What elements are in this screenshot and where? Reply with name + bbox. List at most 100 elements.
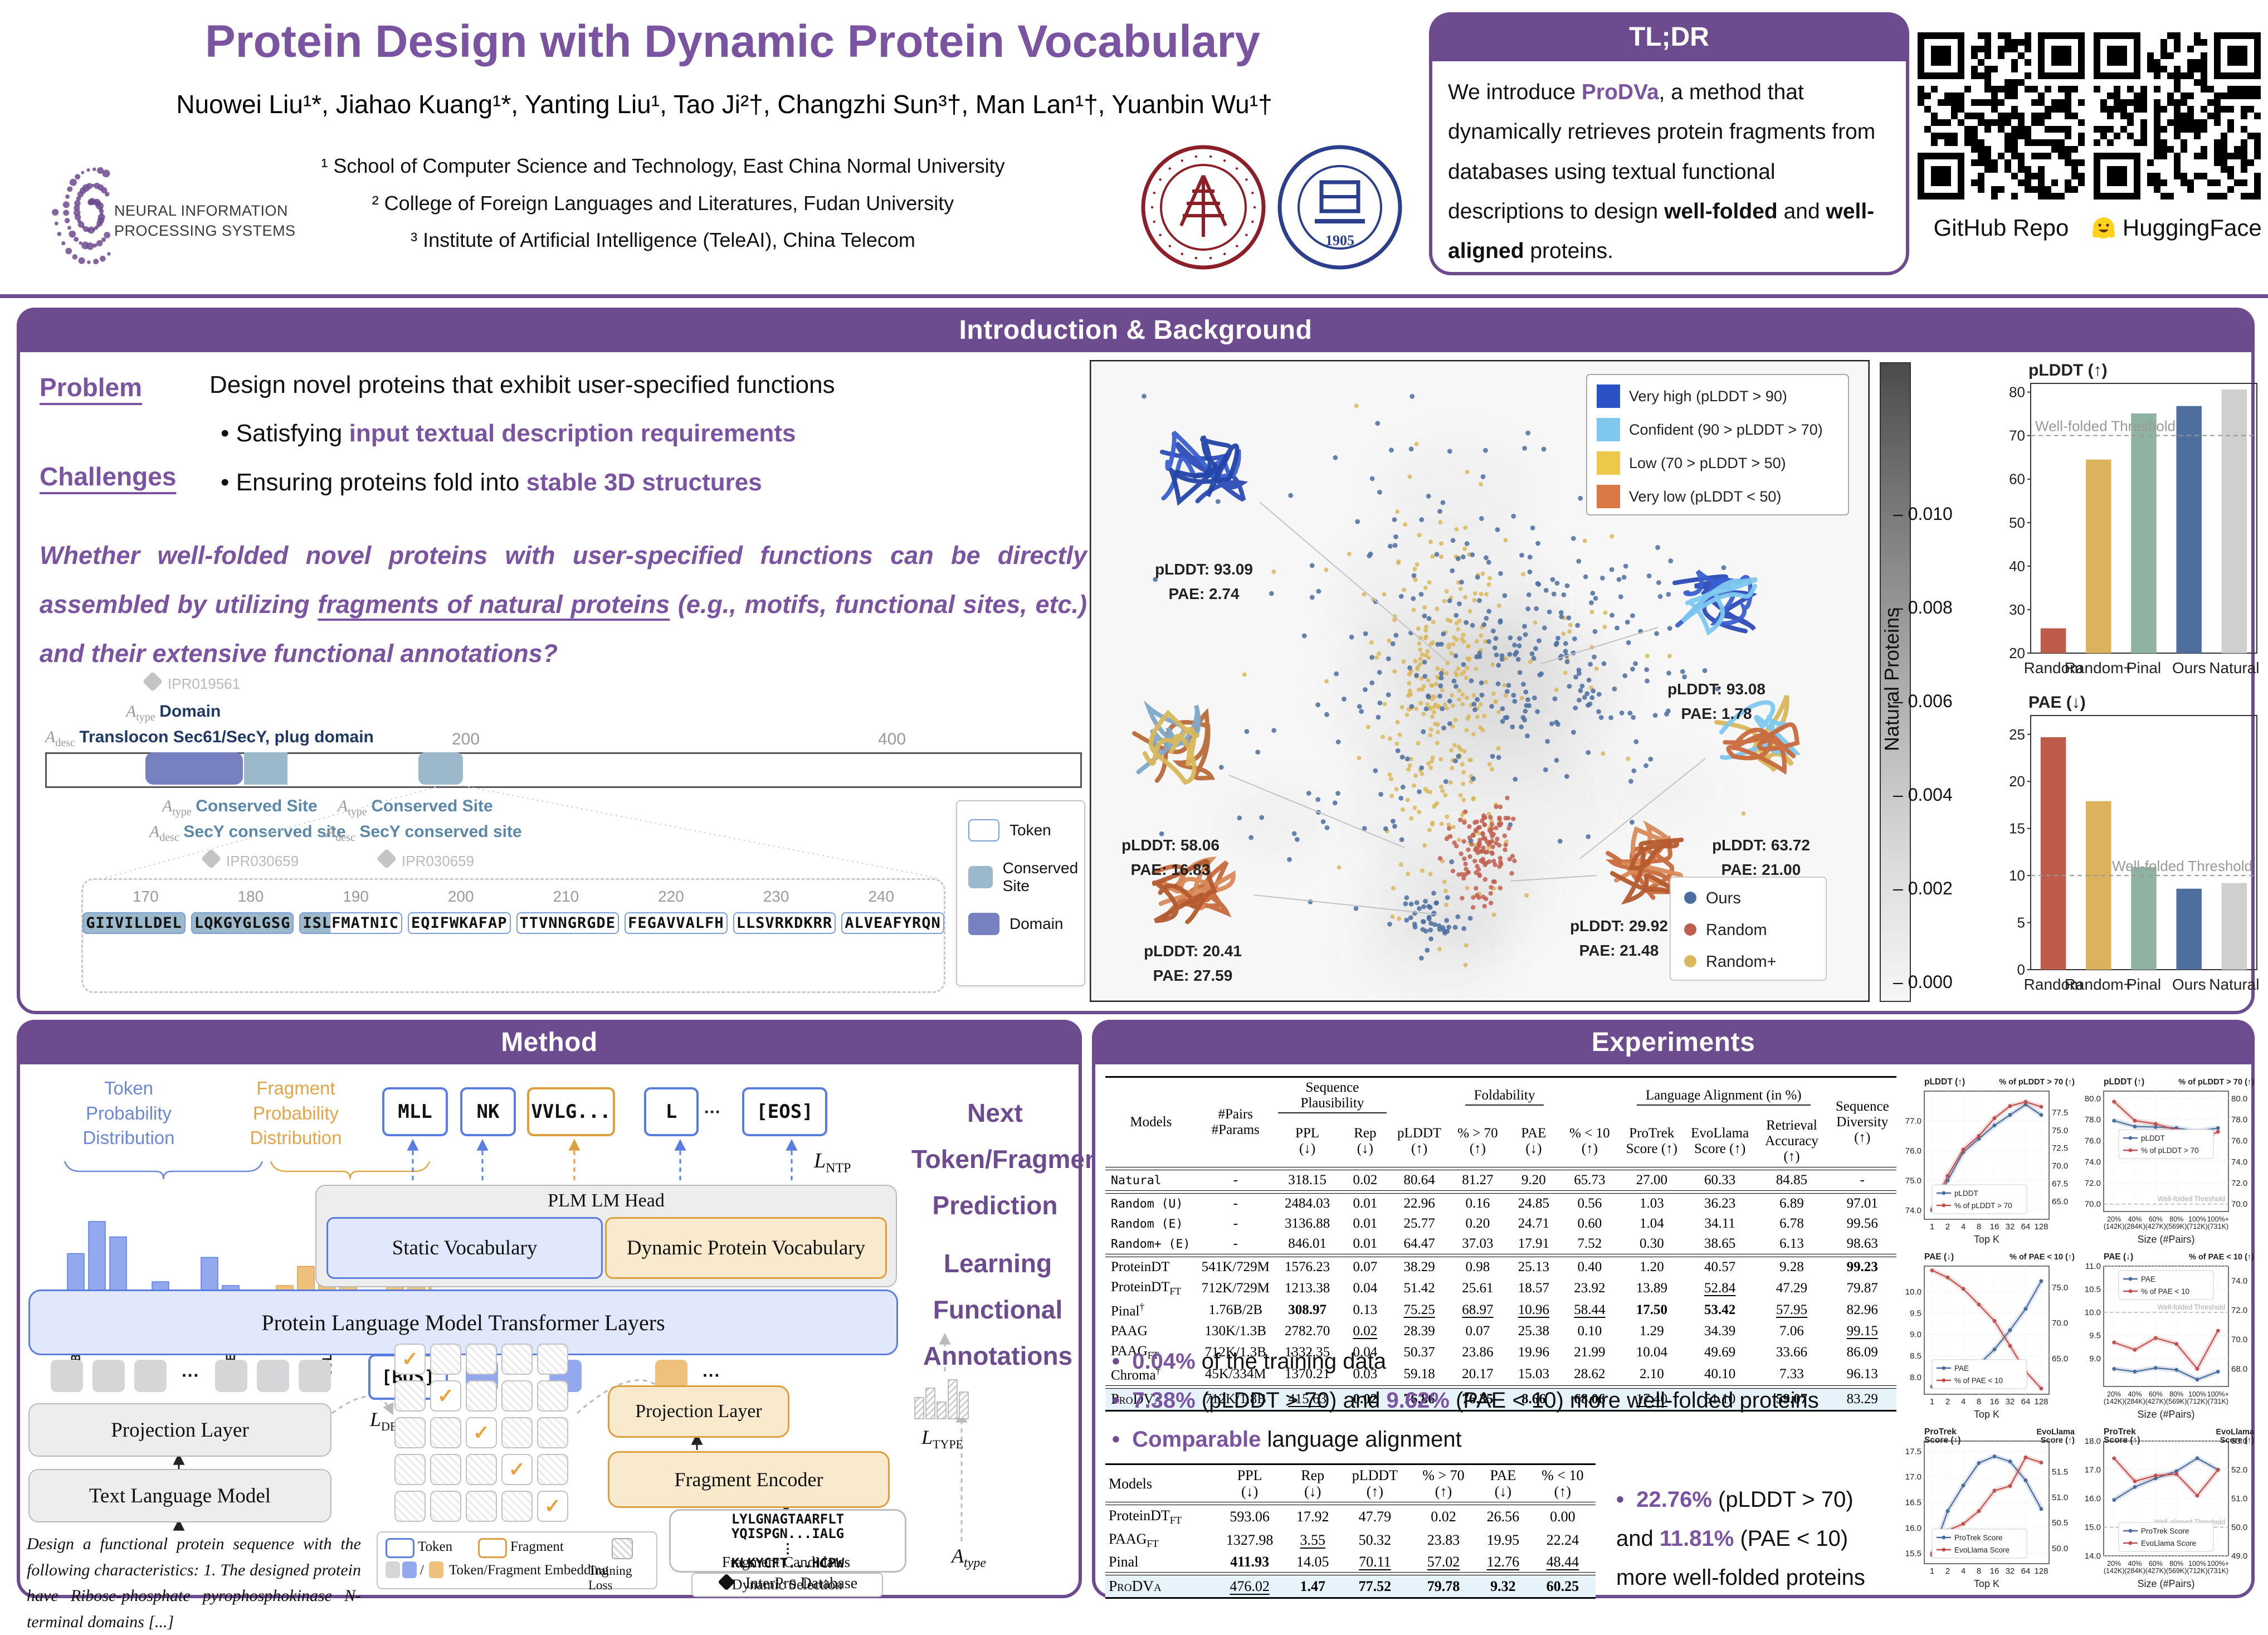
legend-token-swatch: [386, 1538, 414, 1558]
svg-text:75.0: 75.0: [2052, 1283, 2068, 1292]
svg-text:Well-folded Threshold: Well-folded Threshold: [2158, 1303, 2225, 1311]
svg-text:pLDDT: 93.08: pLDDT: 93.08: [1667, 680, 1765, 698]
output-token: L: [644, 1087, 699, 1136]
github-repo-link[interactable]: GitHub Repo: [1933, 215, 2069, 241]
svg-text:74.0: 74.0: [1905, 1206, 1921, 1215]
interpro-logo-icon: [718, 1573, 735, 1591]
legend-emb-blue: [402, 1561, 417, 1578]
svg-text:pLDDT: 29.92: pLDDT: 29.92: [1570, 917, 1668, 935]
svg-text:17.0: 17.0: [2085, 1466, 2101, 1475]
svg-text:8.0: 8.0: [1910, 1373, 1921, 1382]
table-row: ProDVa 476.02 1.47 77.52 79.78 9.32 60.25: [1105, 1575, 1596, 1598]
sequence-ticks: 170 180 190 200 210 220 230 240: [132, 888, 895, 905]
svg-text:77.0: 77.0: [1905, 1116, 1921, 1126]
token-dist-label: Token Probability Distribution: [82, 1078, 175, 1149]
svg-text:74.0: 74.0: [2231, 1157, 2247, 1167]
svg-text:75.0: 75.0: [1905, 1176, 1921, 1185]
svg-text:pLDDT (↑): pLDDT (↑): [1924, 1077, 1965, 1087]
problem-text: Design novel proteins that exhibit user-…: [209, 371, 835, 398]
embedding-square: [51, 1360, 83, 1392]
table-row: [1105, 1190, 1896, 1194]
annotation-check-on: ✓: [501, 1454, 533, 1485]
svg-text:Random: Random: [1706, 921, 1767, 939]
a-type-label: Atype: [952, 1545, 986, 1571]
annotation-check-cell: [537, 1380, 568, 1412]
challenges-label: Challenges: [40, 462, 177, 491]
table-row: [1105, 1167, 1896, 1170]
svg-text:5: 5: [2017, 914, 2025, 931]
svg-text:10.5: 10.5: [2085, 1285, 2101, 1295]
table-row: Random (U) -2484.03 0.01 22.96 0.16 24.85 0.56…: [1111, 1196, 1878, 1211]
legend-swatch: [968, 866, 993, 888]
projection-layer-right: Projection Layer: [608, 1385, 789, 1438]
cs2-type-label: Atype Conserved Site: [338, 797, 493, 818]
annotation-check-cell: [394, 1380, 426, 1412]
svg-text:72.0: 72.0: [2231, 1306, 2247, 1315]
svg-text:pLDDT (↑): pLDDT (↑): [2104, 1077, 2144, 1087]
svg-text:15: 15: [2009, 820, 2025, 837]
table-row: ProteinDT 541K/729M 1576.23 0.07 38.29 0.98 25…: [1111, 1259, 1878, 1274]
experiments-bullet-2: • 7.38% (pLDDT > 70) and 9.62% (PAE < 10…: [1112, 1388, 1819, 1413]
embedding-square: [92, 1360, 125, 1392]
authors: Nuowei Liu¹*, Jiahao Kuang¹*, Yanting Li…: [176, 90, 1272, 119]
svg-text:128: 128: [2034, 1222, 2048, 1232]
svg-text:16.0: 16.0: [1905, 1524, 1921, 1533]
affiliation-3: ³ Institute of Artificial Intelligence (…: [411, 228, 915, 252]
table-row: Models PPL (↓) Rep (↓) pLDDT (↑)% > 70 (↑) PAE (↓…: [1105, 1464, 1596, 1502]
embedding-density-plot: pLDDT: 93.09 PAE: 2.74 pLDDT: 93.08 PAE: 1.…: [1090, 360, 1870, 1002]
fragment-encoder: Fragment Encoder: [608, 1451, 890, 1508]
keyword-table: Models PPL (↓) Rep (↓) pLDDT (↑)% > 70 (↑) PAE (↓…: [1105, 1463, 1596, 1599]
embedding-square: [215, 1360, 247, 1392]
legend-fragment-swatch: [478, 1538, 507, 1558]
output-token-row: MLL NK VVLG... L ··· [EOS]: [365, 1087, 923, 1137]
next-prediction-label: Next Token/Fragment Prediction: [911, 1098, 1109, 1220]
svg-text:50.0: 50.0: [2231, 1523, 2247, 1532]
svg-text:Well-folded Threshold: Well-folded Threshold: [2035, 418, 2176, 435]
svg-text:76.0: 76.0: [1905, 1146, 1921, 1156]
annotation-check-cell: [537, 1344, 568, 1375]
embedding-square: [299, 1360, 331, 1392]
svg-text:100%+(731K): 100%+ (731K): [2207, 1390, 2229, 1405]
annotation-check-cell: [537, 1417, 568, 1448]
legend-swatch: [968, 819, 999, 841]
output-token: NK: [460, 1087, 516, 1136]
conserved-segment-2: [418, 752, 463, 785]
annotation-check-cell: [466, 1454, 497, 1485]
svg-text:77.5: 77.5: [2052, 1108, 2068, 1117]
svg-text:PAE: PAE: [2141, 1275, 2155, 1283]
svg-text:% of PAE < 10: % of PAE < 10: [1954, 1376, 2003, 1385]
svg-text:Well-folded Threshold: Well-folded Threshold: [2112, 858, 2252, 874]
svg-text:64: 64: [2021, 1397, 2031, 1407]
svg-text:8: 8: [1977, 1397, 1981, 1407]
svg-text:2: 2: [1945, 1397, 1950, 1407]
huggingface-link[interactable]: HuggingFace: [2081, 215, 2268, 241]
svg-text:64: 64: [2021, 1222, 2031, 1232]
svg-text:72.5: 72.5: [2052, 1143, 2068, 1153]
svg-text:67.5: 67.5: [2052, 1179, 2068, 1189]
svg-text:75.0: 75.0: [2052, 1126, 2068, 1135]
svg-text:2: 2: [1945, 1566, 1950, 1576]
github-qr-code[interactable]: [1918, 32, 2085, 199]
challenge-bullet-2: • Ensuring proteins fold into stable 3D …: [221, 469, 762, 496]
sequence-token-group: LQKGYGLGSG: [191, 912, 294, 934]
tldr-title: TL;DR: [1429, 12, 1909, 61]
huggingface-qr-code[interactable]: [2094, 32, 2261, 199]
svg-text:% of pLDDT > 70: % of pLDDT > 70: [1954, 1201, 2012, 1210]
size-scores-chart: 14.0 15.0 16.0 17.0 18.0 49.0 50.0 51.0 52.0 53.0…: [2085, 1427, 2255, 1589]
svg-text:100%(712K): 100% (712K): [2187, 1390, 2208, 1405]
svg-text:16: 16: [1990, 1222, 1999, 1232]
svg-text:25: 25: [2009, 726, 2025, 743]
colorbar-tick: – 0.010: [1893, 504, 1953, 524]
experiments-section-title: Experiments: [1092, 1020, 2255, 1064]
svg-text:65.0: 65.0: [2052, 1354, 2068, 1364]
svg-text:51.0: 51.0: [2231, 1494, 2247, 1503]
annotation-check-cell: [394, 1454, 426, 1485]
text-language-model: Text Language Model: [28, 1469, 331, 1522]
svg-text:PAE: 2.74: PAE: 2.74: [1168, 585, 1240, 602]
svg-text:80.0: 80.0: [2231, 1094, 2247, 1103]
svg-text:100%+(731K): 100%+ (731K): [2207, 1560, 2229, 1575]
fudan-seal-logo: 1905: [1277, 145, 1402, 270]
table-row: [1105, 1597, 1596, 1599]
table-row: Chroma† 45K/334M 1370.21 0.03 59.18 20.17 15.0…: [1111, 1365, 1878, 1383]
